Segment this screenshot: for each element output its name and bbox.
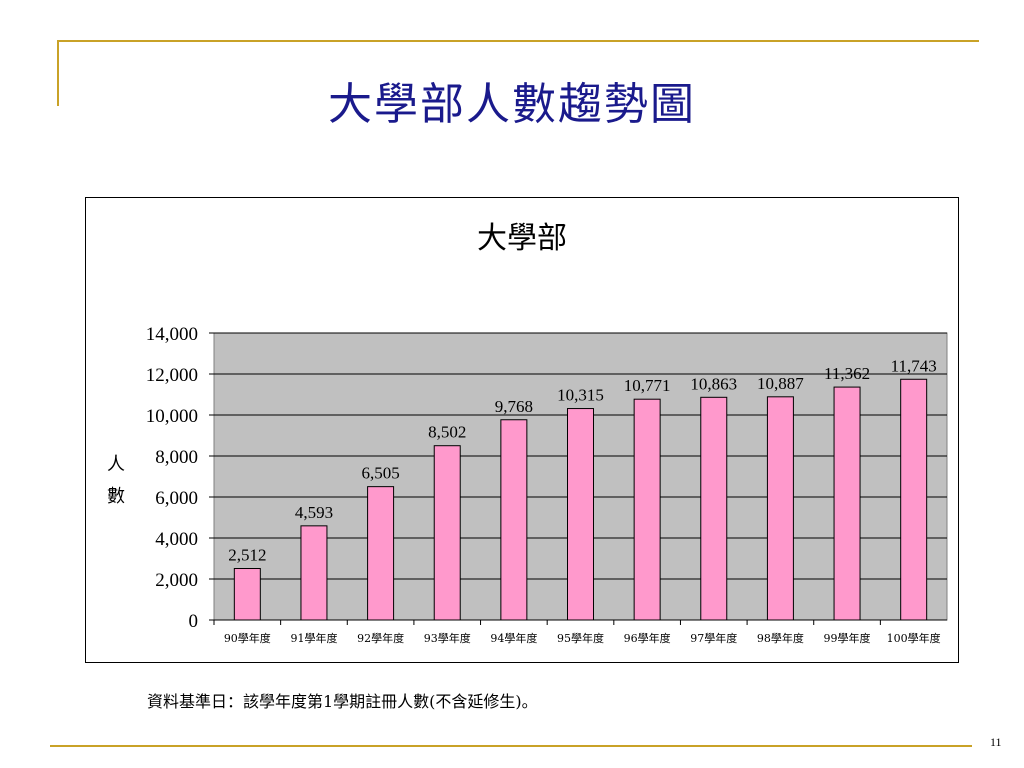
y-tick-label: 4,000 [155, 529, 198, 550]
y-tick-label: 0 [189, 611, 199, 632]
y-axis-label: 人數 [107, 454, 125, 507]
x-tick-label: 100學年度 [887, 631, 941, 645]
bar [433, 445, 461, 621]
x-tick-label: 99學年度 [824, 631, 871, 645]
data-label: 9,768 [495, 397, 533, 416]
x-tick-label: 95學年度 [557, 631, 604, 645]
bar [367, 486, 395, 621]
data-labels: 2,512 4,593 6,505 8,502 9,768 10,315 10,771 10,… [228, 356, 937, 564]
y-tick-label: 6,000 [155, 488, 198, 509]
x-tick-label: 96學年度 [624, 631, 671, 645]
bar [833, 386, 861, 621]
y-tick-label: 10,000 [146, 406, 198, 427]
bottom-rule [50, 745, 972, 747]
bar [500, 419, 528, 621]
data-label: 6,505 [361, 464, 399, 483]
x-tick-label: 93學年度 [424, 631, 471, 645]
data-label: 11,743 [891, 356, 937, 375]
x-tick-label: 91學年度 [290, 631, 337, 645]
bar [233, 568, 261, 621]
data-label: 10,887 [757, 374, 804, 393]
chart-title: 大學部 [477, 221, 567, 256]
top-rule [57, 40, 979, 42]
bars [233, 378, 928, 621]
slide-title: 大學部人數趨勢圖 [328, 79, 696, 130]
left-rule [57, 40, 59, 106]
bar [567, 408, 594, 621]
footnote: 資料基準日：該學年度第1學期註冊人數(不含延修生)。 [147, 692, 538, 711]
x-axis-ticks: 90學年度 91學年度 92學年度 93學年度 94學年度 95學年度 96學年度 97學年度… [213, 620, 941, 645]
y-axis-label-char: 數 [107, 486, 125, 507]
data-label: 10,771 [624, 376, 671, 395]
bar [766, 396, 794, 621]
x-tick-label: 90學年度 [224, 631, 271, 645]
data-label: 2,512 [228, 546, 266, 565]
bar [700, 396, 728, 621]
y-tick-label: 2,000 [155, 570, 198, 591]
x-tick-label: 94學年度 [490, 631, 537, 645]
bar [633, 398, 661, 621]
y-tick-label: 14,000 [146, 324, 198, 345]
bar-chart: 大學部 0 2,000 4,000 6,000 8,000 10,000 12,000 14,… [107, 221, 948, 645]
data-label: 11,362 [824, 364, 870, 383]
y-tick-label: 8,000 [155, 447, 198, 468]
chart-frame: 大學部 0 2,000 4,000 6,000 8,000 10,000 12,000 14,… [85, 197, 959, 663]
data-label: 10,863 [690, 374, 737, 393]
y-axis-label-char: 人 [107, 454, 125, 475]
x-tick-label: 97學年度 [690, 631, 737, 645]
y-axis-ticks: 0 2,000 4,000 6,000 8,000 10,000 12,000 14,000 [146, 324, 198, 632]
bar [900, 378, 928, 621]
data-label: 8,502 [428, 423, 466, 442]
data-label: 4,593 [295, 503, 333, 522]
page-number: 11 [990, 735, 1002, 749]
bar [300, 525, 328, 621]
x-tick-label: 92學年度 [357, 631, 404, 645]
x-tick-label: 98學年度 [757, 631, 804, 645]
y-tick-label: 12,000 [146, 365, 198, 386]
data-label: 10,315 [557, 386, 604, 405]
